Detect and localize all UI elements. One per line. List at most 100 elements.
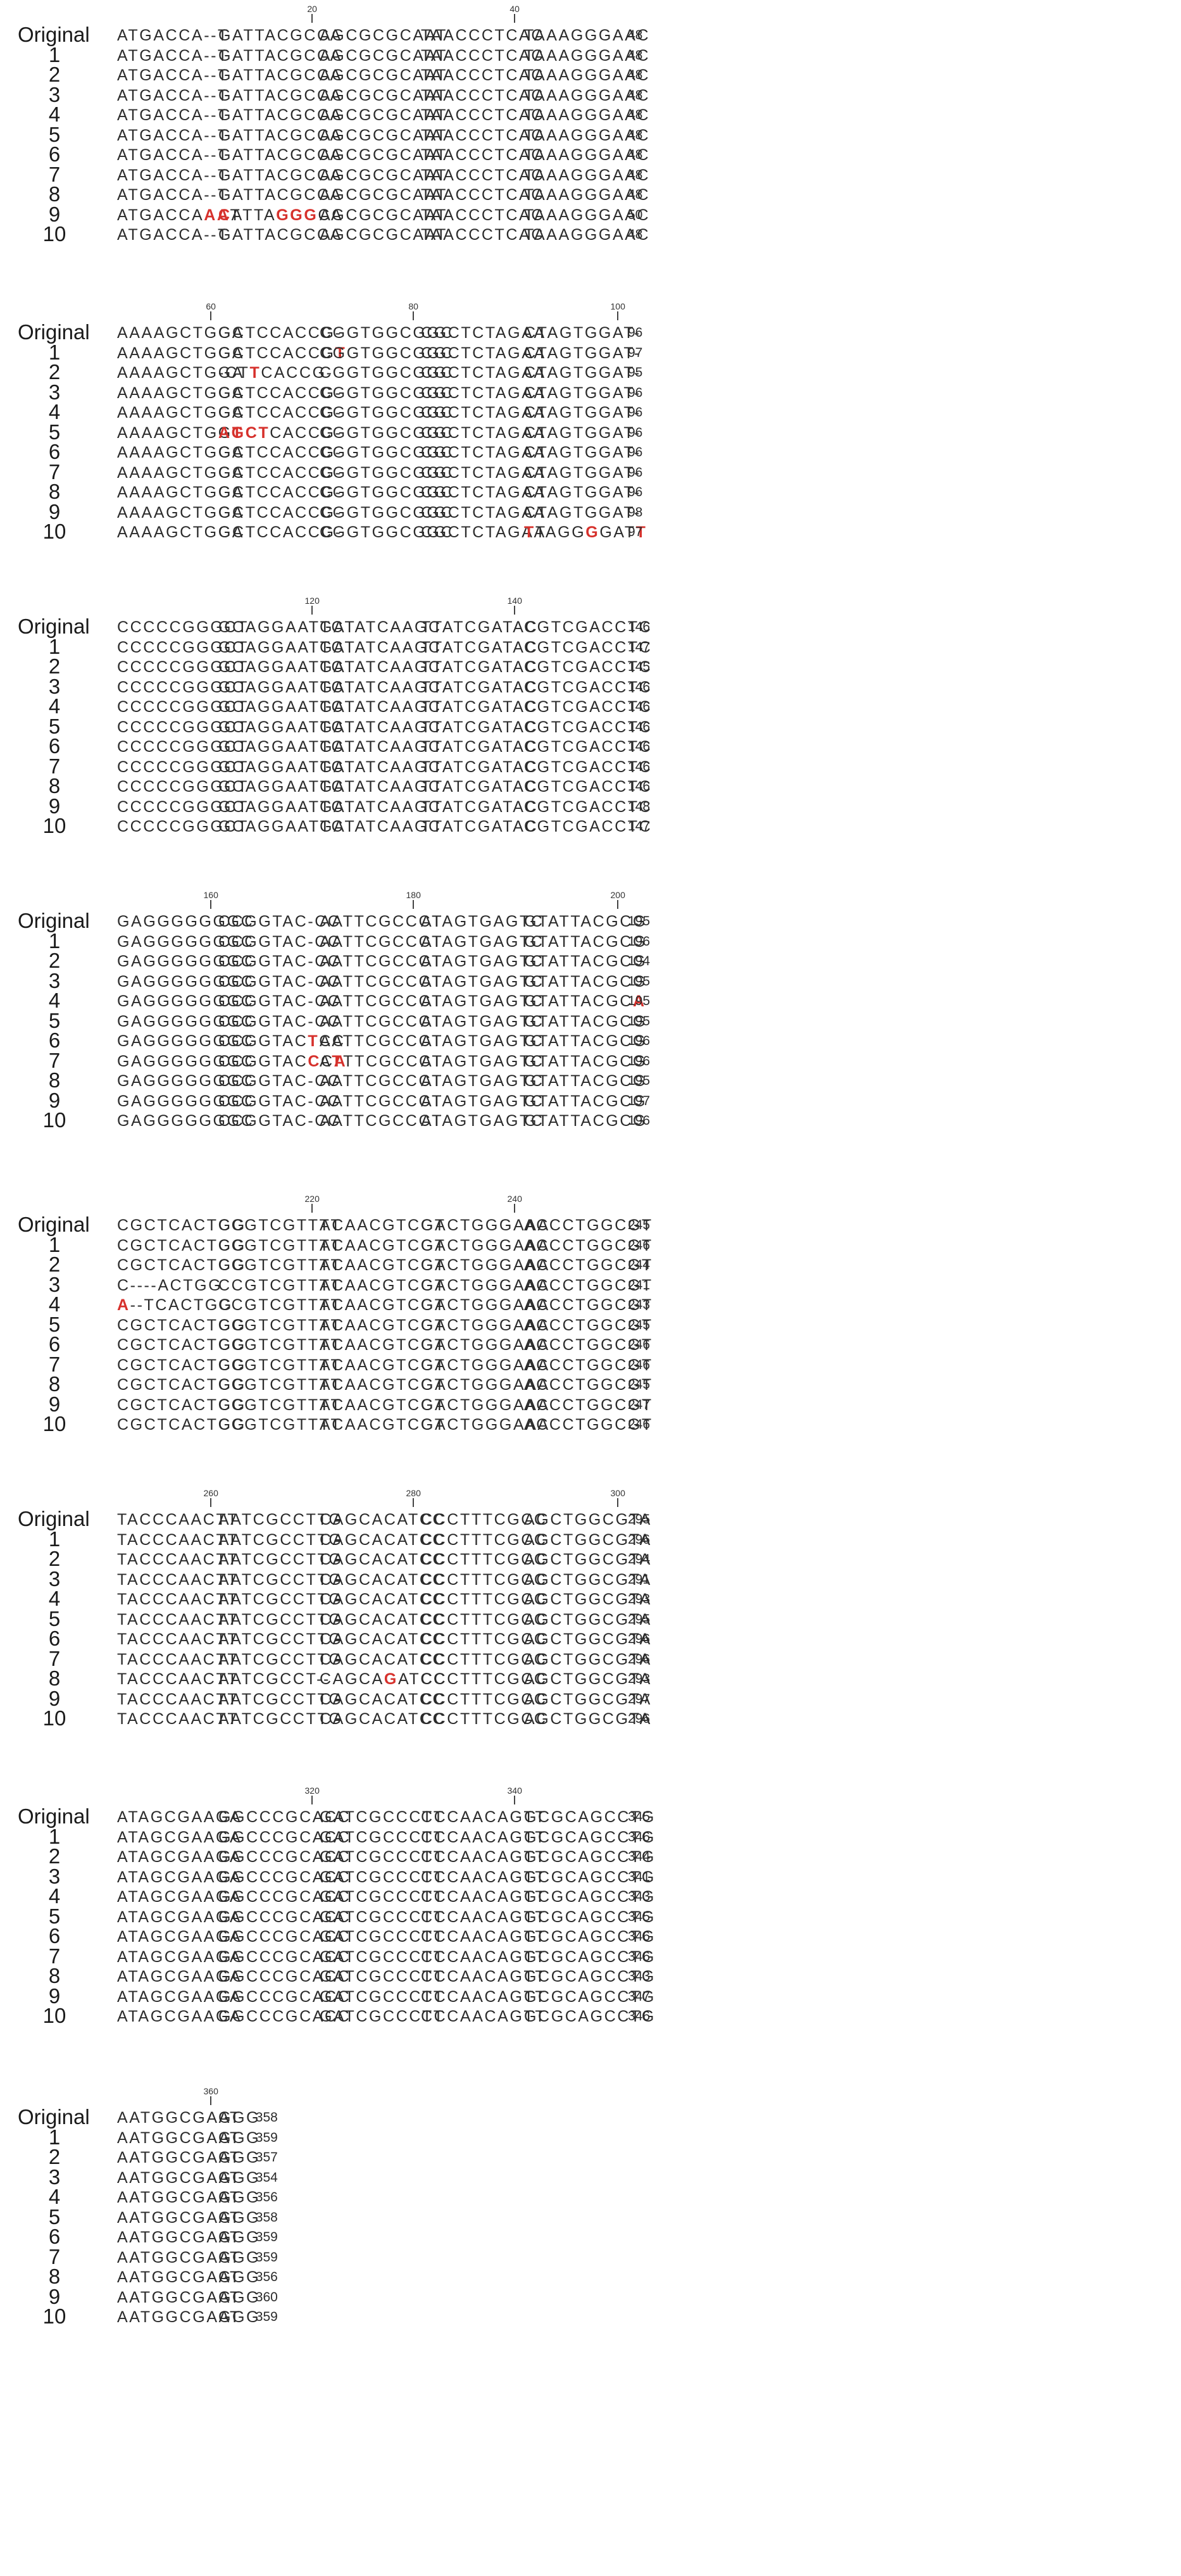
sequence-segment: GCTCCACCG- <box>218 324 342 342</box>
sequence-segment: GATCGCCCTT <box>320 1828 445 1846</box>
base: C <box>218 1052 232 1070</box>
sequence-segment: GCAGGAATTC <box>218 678 345 696</box>
sequence-segment: CGGTGGCGGC <box>320 404 454 422</box>
sequence-segment: GTATTACGCG <box>524 913 647 930</box>
sequence-segment: TAAAGGGAAC <box>524 27 651 44</box>
sequence-segment: GATTACGCCA <box>218 106 342 124</box>
sequence-segment: AATTCGCCCT <box>320 1032 443 1050</box>
sequence-segment: GACTGGGAAA <box>421 1356 550 1374</box>
row-label-clone: 3 <box>48 2165 61 2189</box>
base: C <box>365 1052 379 1070</box>
end-position-number: 97 <box>628 525 643 539</box>
base: G <box>572 523 586 541</box>
alignment-block: 60 80 100 Original AAAAGCTGGA GCTCCACCG- CGGTG… <box>0 297 1181 595</box>
end-position-number: 195 <box>628 914 651 928</box>
sequence-segment: CCCTTTCGCC <box>421 1610 547 1629</box>
end-position-number: 195 <box>628 1013 651 1029</box>
base: G <box>244 1052 259 1070</box>
base: C <box>178 206 192 224</box>
sequence-segment: GATTACGCCA <box>218 186 342 204</box>
row-label-clone: 4 <box>48 989 61 1012</box>
sequence-segment: AATGGCGAAT <box>117 2208 241 2227</box>
sequence-segment: AAAAGCTGGA <box>117 384 245 402</box>
sequence-segment: GAGGGGGGGC <box>117 953 254 970</box>
base: T <box>238 364 250 382</box>
end-position-number: 196 <box>628 1113 651 1128</box>
row-label-clone: 9 <box>48 2284 61 2308</box>
sequence-segment: GGCCCGCACC <box>218 1868 351 1886</box>
position-tick-label: 100 <box>610 301 625 311</box>
base: C <box>270 344 283 362</box>
base: A <box>332 1670 345 1688</box>
position-tick-label: 320 <box>304 1785 320 1796</box>
row-label-clone: 10 <box>42 1108 66 1132</box>
sequence-segment: ATGACCA--T <box>117 86 229 104</box>
sequence-segment: ATAGCGAAGA <box>117 1968 242 1985</box>
sequence-segment: ATAGCGAAGA <box>117 1888 242 1906</box>
sequence-segment: GATTACGCCA <box>218 126 342 144</box>
sequence-segment: AGCGCGCAAT <box>320 226 447 244</box>
sequence-segment: CAGCACATCC <box>320 1511 446 1529</box>
sequence-segment: AAAAGCTGGA <box>117 344 245 362</box>
end-position-number: 356 <box>255 2190 278 2204</box>
base: T <box>343 1052 355 1070</box>
sequence-segment: AATGGCGAAT <box>117 2229 241 2246</box>
position-tick-mark <box>210 311 212 320</box>
sequence-segment: ACCCTGGCGT <box>524 1416 653 1434</box>
sequence-segment: GTATTACGCG <box>524 1052 647 1070</box>
sequence-segment: GCAGGAATTC <box>218 778 345 796</box>
base: C <box>232 344 246 362</box>
row-label-clone: 8 <box>48 1068 61 1092</box>
sequence-segment: AAAAGCTGGT <box>117 422 244 444</box>
sequence-segment: GCTCCACCGT <box>218 342 346 364</box>
row-label-clone: 3 <box>48 1566 61 1591</box>
base: A <box>141 423 154 442</box>
row-label-clone: 3 <box>48 968 61 992</box>
sequence-segment: TTATCGATAC <box>421 698 539 716</box>
sequence-segment: GACTGGGAAA <box>421 1256 550 1274</box>
sequence-segment: CGTCGACCTC <box>524 738 653 756</box>
base: A <box>372 1670 384 1688</box>
sequence-segment: TACCCAACTT <box>117 1650 239 1668</box>
sequence-segment: GACTGGGAAA <box>421 1216 550 1234</box>
sequence-segment: GATATCAAGC <box>320 738 442 756</box>
sequence-segment: CCGGTAC-CC <box>218 913 341 930</box>
sequence-segment: GGG <box>218 2308 261 2326</box>
row-label-clone: 7 <box>48 1352 61 1376</box>
sequence-segment: CGGTGGCGGC <box>320 463 454 482</box>
sequence-segment: GATTACGCCA <box>218 27 342 44</box>
row-label-original: Original <box>18 615 90 638</box>
sequence-segment: GCTCCACCG- <box>218 444 342 461</box>
sequence-segment: CCCAACAGTT <box>421 2008 547 2025</box>
sequence-segment: CGTCGACCTC <box>524 638 653 656</box>
sequence-segment: CCCAACAGTT <box>421 1828 547 1846</box>
sequence-segment: TAAAGGGAAC <box>524 106 651 124</box>
sequence-segment: A--TCACTGG <box>117 1294 233 1316</box>
base: C <box>433 1670 447 1688</box>
sequence-segment: CGTCGACCTC <box>524 658 653 676</box>
sequence-segment: CGCTCACTGG <box>117 1376 246 1394</box>
row-label-clone: 5 <box>48 1312 61 1336</box>
sequence-segment: TACCCAACTT <box>117 1570 239 1589</box>
sequence-segment: ATAGTGAGTC <box>421 992 544 1010</box>
sequence-segment: GATCGCCCTT <box>320 1928 445 1946</box>
end-position-number: 48 <box>628 167 643 182</box>
sequence-segment: ACCCTGGCGT <box>524 1356 653 1374</box>
base: C <box>256 344 270 362</box>
row-label-clone: 5 <box>48 1606 61 1630</box>
base: A <box>168 1296 181 1314</box>
end-position-number: 244 <box>628 1258 651 1272</box>
sequence-segment: CCGTCGTTTT <box>218 1396 342 1414</box>
sequence-segment: CGTCGACCTC <box>524 678 653 696</box>
sequence-segment: GTATTACGCG <box>524 1072 647 1090</box>
row-label-clone: 5 <box>48 122 61 146</box>
sequence-segment: AGCGCGCAAT <box>320 106 447 124</box>
mutation-base: T <box>335 344 347 362</box>
sequence-segment: GGCCCGCACC <box>218 1968 351 1985</box>
row-label-clone: 6 <box>48 1627 61 1650</box>
sequence-segment: AATGGCGAAT <box>117 2149 241 2166</box>
sequence-segment: TTATCGATAC <box>421 658 539 676</box>
row-label-clone: 8 <box>48 2265 61 2288</box>
base: A <box>613 523 625 541</box>
sequence-segment: GCAGGAATTC <box>218 638 345 656</box>
